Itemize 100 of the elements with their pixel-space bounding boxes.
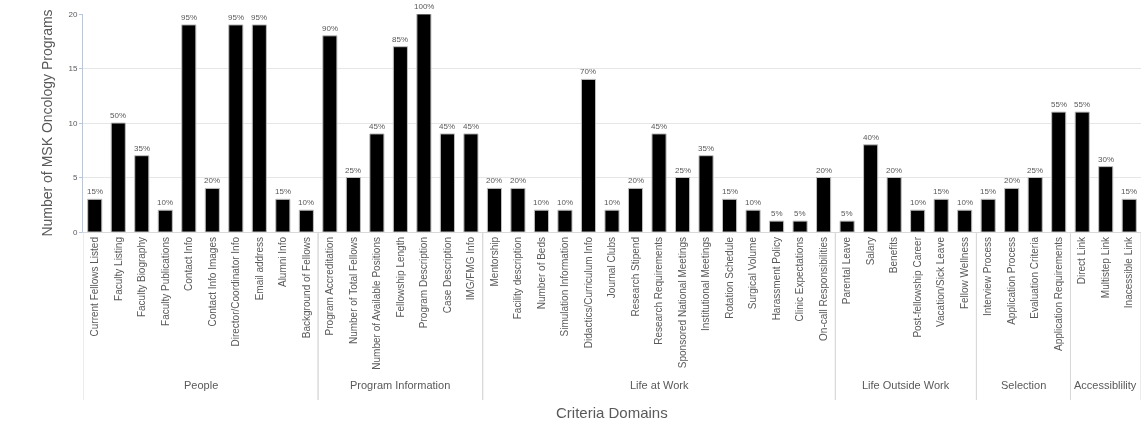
x-tick-label: Research Stipend: [629, 237, 641, 317]
x-tick-label: Vacation/Sick Leave: [935, 236, 947, 327]
bar: [933, 198, 949, 232]
annotation: 15%: [722, 187, 739, 196]
x-tick-label: Faculty Publications: [159, 237, 171, 326]
annotation: 25%: [345, 166, 362, 175]
bar: [228, 24, 244, 232]
x-tick-label: Program Description: [418, 237, 430, 329]
x-tick-label: Fellowship Length: [394, 237, 406, 318]
text: People: [184, 379, 219, 391]
x-tick-label: Didactics/Curriculum Info: [582, 236, 594, 349]
x-tick-label: Surgical Volume: [747, 236, 759, 310]
bar: [275, 198, 291, 232]
annotation: 40%: [863, 133, 880, 142]
annotation: 95%: [251, 13, 268, 22]
y-tick-label: 5: [72, 173, 78, 183]
bar: [769, 220, 785, 232]
annotation: 5%: [841, 209, 853, 218]
x-tick-label: Rotation Schedule: [723, 236, 735, 319]
annotation: 20%: [204, 176, 221, 185]
x-tick-label: Direct Link: [1076, 236, 1088, 285]
annotation: 50%: [110, 111, 127, 120]
annotation: 45%: [463, 122, 480, 131]
x-tick-label: Institutional Meetings: [700, 237, 712, 331]
x-tick-label: Harassment Policy: [770, 237, 782, 321]
x-tick-label: Faculty Listing: [112, 237, 124, 301]
bar: [87, 198, 103, 232]
bar: [863, 144, 879, 232]
x-tick-label: Clinic Expectations: [794, 237, 806, 322]
x-tick-label: Contact Info Images: [206, 237, 218, 327]
annotation: 25%: [1027, 166, 1044, 175]
x-tick-label: Contact Info: [183, 236, 195, 291]
text: Life Outside Work: [862, 379, 950, 391]
bar: [674, 177, 691, 232]
x-tick-label: Mentorship: [488, 236, 500, 287]
x-tick-label: Case Description: [441, 237, 453, 314]
annotation: 45%: [369, 122, 386, 131]
annotation: 100%: [414, 2, 435, 11]
bar: [510, 187, 526, 232]
bar: [1027, 177, 1043, 232]
x-tick-label: Salary: [864, 237, 876, 266]
annotation: 20%: [816, 166, 833, 175]
bar: [604, 209, 620, 232]
x-tick-label: Simulation Information: [559, 237, 571, 337]
x-tick-label: Multistep Link: [1099, 236, 1111, 299]
text: Selection: [1001, 379, 1047, 391]
annotation: 20%: [486, 176, 503, 185]
x-tick-label: Facility description: [512, 237, 524, 320]
annotation: 20%: [510, 176, 527, 185]
x-tick-label: Research Requirements: [653, 237, 665, 345]
bar: [745, 209, 761, 232]
bar: [392, 46, 408, 232]
annotation: 20%: [628, 176, 645, 185]
x-tick-label: Current Fellows Listed: [89, 237, 101, 337]
annotation: 10%: [957, 198, 974, 207]
annotation: 10%: [298, 198, 315, 207]
x-tick-label: Journal Clubs: [606, 237, 618, 299]
annotation: 20%: [886, 166, 903, 175]
bar: [1051, 111, 1067, 232]
annotation: 10%: [745, 198, 762, 207]
annotation: 45%: [439, 122, 456, 131]
bar: [439, 133, 455, 232]
y-tick-label: 10: [68, 118, 78, 128]
x-axis-title: Criteria Domains: [556, 404, 668, 421]
annotation: 55%: [1051, 100, 1068, 109]
bar: [980, 198, 996, 232]
bar: [651, 133, 667, 232]
x-tick-label: Evaluation Criteria: [1029, 236, 1041, 319]
bar: [204, 187, 220, 232]
annotation: 70%: [580, 67, 597, 76]
text: Life at Work: [630, 379, 689, 391]
x-tick-label: Director/Coordinator Info: [230, 236, 242, 347]
bar: [486, 187, 502, 232]
x-tick-label: IMG/FMG Info: [465, 236, 477, 301]
y-axis-title: Number of MSK Oncology Programs: [39, 9, 56, 237]
annotation: 15%: [980, 187, 997, 196]
x-tick-label: On-call Responsibilities: [817, 237, 829, 341]
x-tick-label: Email address: [253, 237, 265, 301]
x-tick-label: Number of Available Positions: [371, 237, 383, 370]
annotation: 15%: [933, 187, 950, 196]
x-tick-label: Inacessible Link: [1123, 236, 1135, 309]
bar: [322, 35, 338, 232]
annotation: 10%: [157, 198, 174, 207]
x-tick-label: Number of Beds: [535, 237, 547, 310]
bar: [181, 24, 197, 232]
y-tick-label: 0: [72, 227, 78, 237]
annotation: 5%: [794, 209, 806, 218]
annotation: 90%: [322, 24, 339, 33]
x-tick-label: Number of Total Fellows: [347, 237, 359, 345]
bar: [1121, 198, 1137, 232]
bar: [580, 78, 597, 232]
annotation: 10%: [910, 198, 927, 207]
x-tick-label: Application Requirements: [1052, 237, 1064, 351]
annotation: 35%: [698, 144, 715, 153]
annotation: 85%: [392, 35, 409, 44]
x-tick-label: Program Accreditation: [324, 237, 336, 336]
annotation: 20%: [1004, 176, 1021, 185]
bar: [722, 198, 738, 232]
bar: [416, 14, 432, 232]
y-tick-label: 15: [68, 64, 78, 74]
